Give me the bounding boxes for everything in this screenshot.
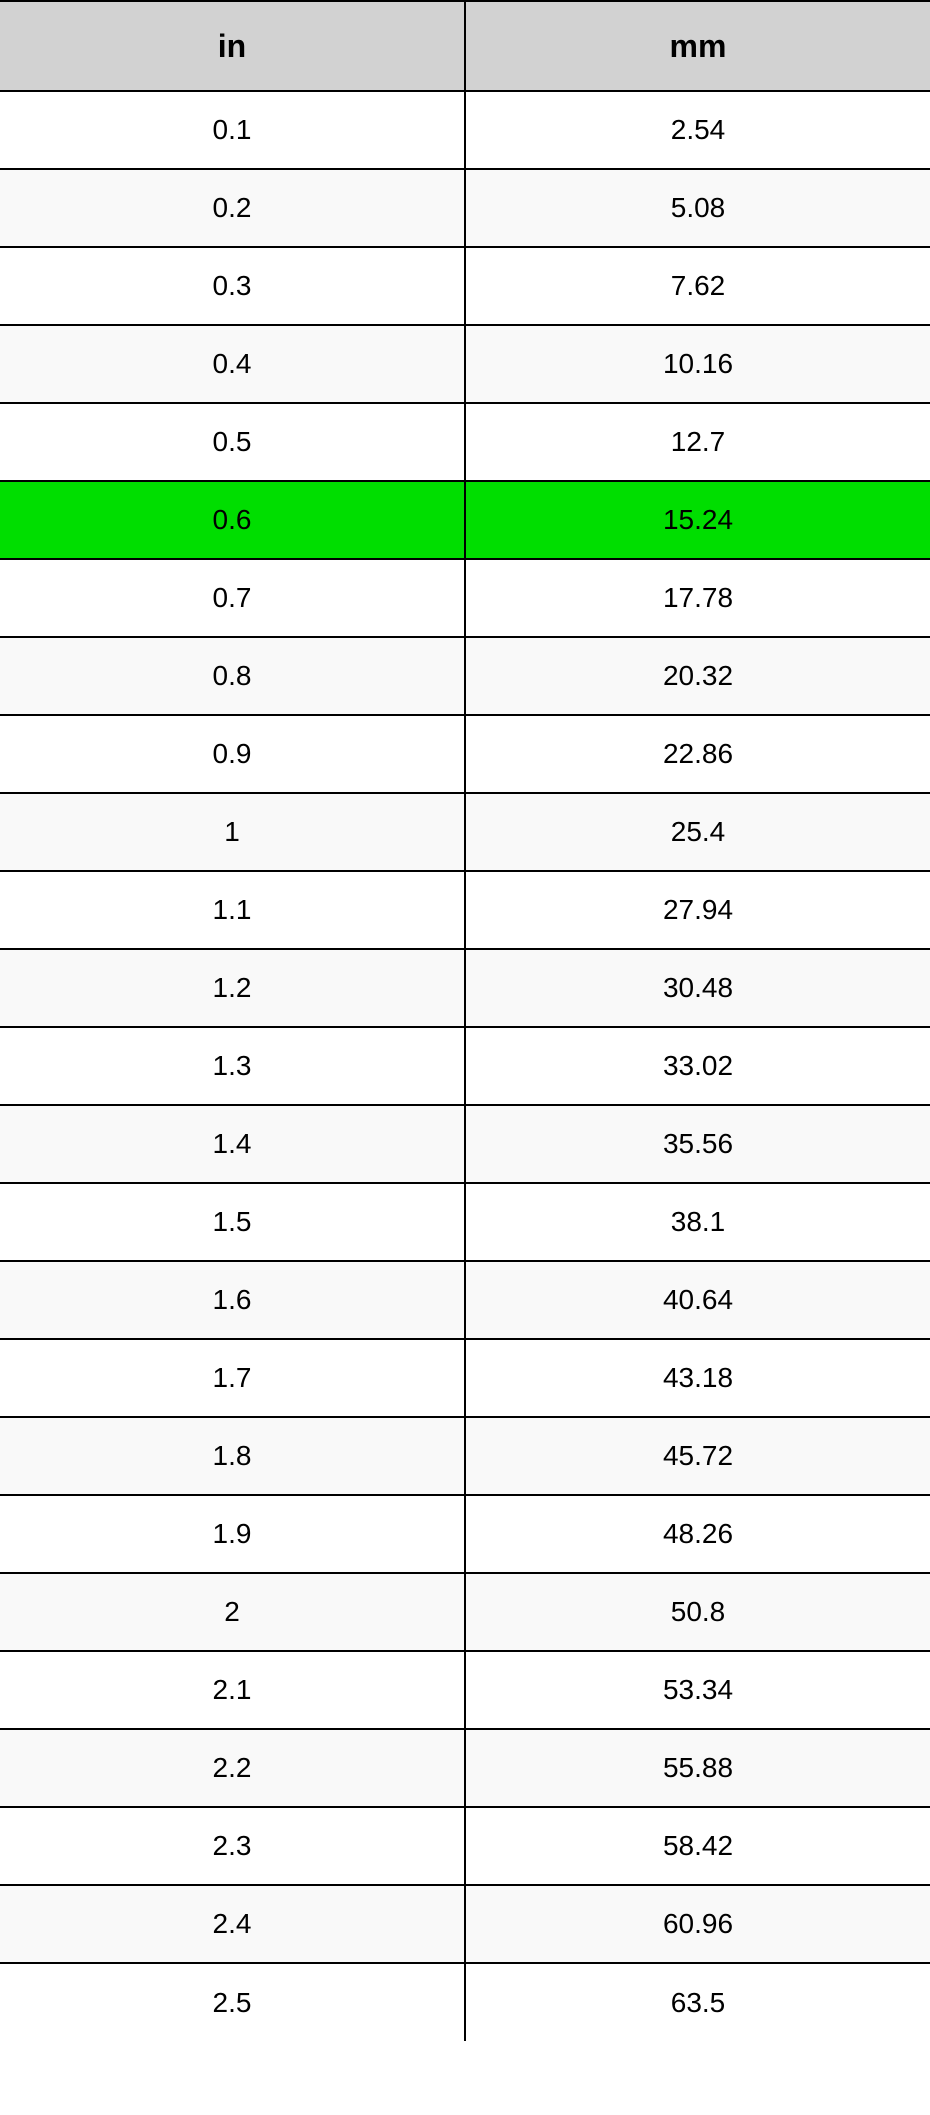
table-row: 0.12.54 <box>0 91 930 169</box>
cell-mm: 10.16 <box>465 325 930 403</box>
table-row: 1.127.94 <box>0 871 930 949</box>
cell-in: 1.5 <box>0 1183 465 1261</box>
cell-in: 1.7 <box>0 1339 465 1417</box>
table-row: 125.4 <box>0 793 930 871</box>
table-row: 2.358.42 <box>0 1807 930 1885</box>
cell-mm: 2.54 <box>465 91 930 169</box>
cell-mm: 17.78 <box>465 559 930 637</box>
cell-in: 2.2 <box>0 1729 465 1807</box>
column-header-in: in <box>0 1 465 91</box>
cell-mm: 30.48 <box>465 949 930 1027</box>
cell-mm: 55.88 <box>465 1729 930 1807</box>
cell-mm: 63.5 <box>465 1963 930 2041</box>
table-row: 1.538.1 <box>0 1183 930 1261</box>
cell-in: 0.1 <box>0 91 465 169</box>
cell-mm: 50.8 <box>465 1573 930 1651</box>
cell-in: 1.4 <box>0 1105 465 1183</box>
table-row: 0.922.86 <box>0 715 930 793</box>
cell-in: 1 <box>0 793 465 871</box>
table-row: 1.230.48 <box>0 949 930 1027</box>
cell-in: 1.6 <box>0 1261 465 1339</box>
table-row: 0.717.78 <box>0 559 930 637</box>
table-row: 0.410.16 <box>0 325 930 403</box>
cell-in: 1.8 <box>0 1417 465 1495</box>
cell-mm: 48.26 <box>465 1495 930 1573</box>
table-row: 2.153.34 <box>0 1651 930 1729</box>
cell-mm: 12.7 <box>465 403 930 481</box>
table-row: 0.25.08 <box>0 169 930 247</box>
table-body: 0.12.540.25.080.37.620.410.160.512.70.61… <box>0 91 930 2041</box>
cell-in: 0.4 <box>0 325 465 403</box>
cell-mm: 25.4 <box>465 793 930 871</box>
cell-in: 1.2 <box>0 949 465 1027</box>
cell-in: 2.1 <box>0 1651 465 1729</box>
cell-in: 2.5 <box>0 1963 465 2041</box>
cell-in: 2.4 <box>0 1885 465 1963</box>
cell-mm: 15.24 <box>465 481 930 559</box>
cell-mm: 53.34 <box>465 1651 930 1729</box>
cell-in: 2 <box>0 1573 465 1651</box>
cell-mm: 33.02 <box>465 1027 930 1105</box>
cell-mm: 22.86 <box>465 715 930 793</box>
table-header-row: in mm <box>0 1 930 91</box>
cell-in: 0.2 <box>0 169 465 247</box>
column-header-mm: mm <box>465 1 930 91</box>
cell-in: 0.9 <box>0 715 465 793</box>
table-row: 2.255.88 <box>0 1729 930 1807</box>
table-row: 2.563.5 <box>0 1963 930 2041</box>
cell-in: 1.9 <box>0 1495 465 1573</box>
cell-in: 1.3 <box>0 1027 465 1105</box>
cell-in: 0.7 <box>0 559 465 637</box>
cell-mm: 60.96 <box>465 1885 930 1963</box>
table-row: 1.435.56 <box>0 1105 930 1183</box>
table-row: 2.460.96 <box>0 1885 930 1963</box>
cell-mm: 27.94 <box>465 871 930 949</box>
table-row: 250.8 <box>0 1573 930 1651</box>
cell-mm: 38.1 <box>465 1183 930 1261</box>
cell-mm: 5.08 <box>465 169 930 247</box>
table-row: 1.743.18 <box>0 1339 930 1417</box>
conversion-table: in mm 0.12.540.25.080.37.620.410.160.512… <box>0 0 930 2041</box>
table-row: 0.615.24 <box>0 481 930 559</box>
cell-mm: 20.32 <box>465 637 930 715</box>
cell-in: 0.5 <box>0 403 465 481</box>
table-row: 0.512.7 <box>0 403 930 481</box>
cell-in: 0.3 <box>0 247 465 325</box>
table-row: 0.820.32 <box>0 637 930 715</box>
cell-in: 1.1 <box>0 871 465 949</box>
table-row: 1.948.26 <box>0 1495 930 1573</box>
cell-mm: 40.64 <box>465 1261 930 1339</box>
cell-mm: 43.18 <box>465 1339 930 1417</box>
table-row: 1.333.02 <box>0 1027 930 1105</box>
table-row: 1.845.72 <box>0 1417 930 1495</box>
cell-mm: 58.42 <box>465 1807 930 1885</box>
cell-mm: 45.72 <box>465 1417 930 1495</box>
table-row: 1.640.64 <box>0 1261 930 1339</box>
cell-mm: 7.62 <box>465 247 930 325</box>
cell-in: 0.6 <box>0 481 465 559</box>
cell-mm: 35.56 <box>465 1105 930 1183</box>
cell-in: 0.8 <box>0 637 465 715</box>
cell-in: 2.3 <box>0 1807 465 1885</box>
table-row: 0.37.62 <box>0 247 930 325</box>
